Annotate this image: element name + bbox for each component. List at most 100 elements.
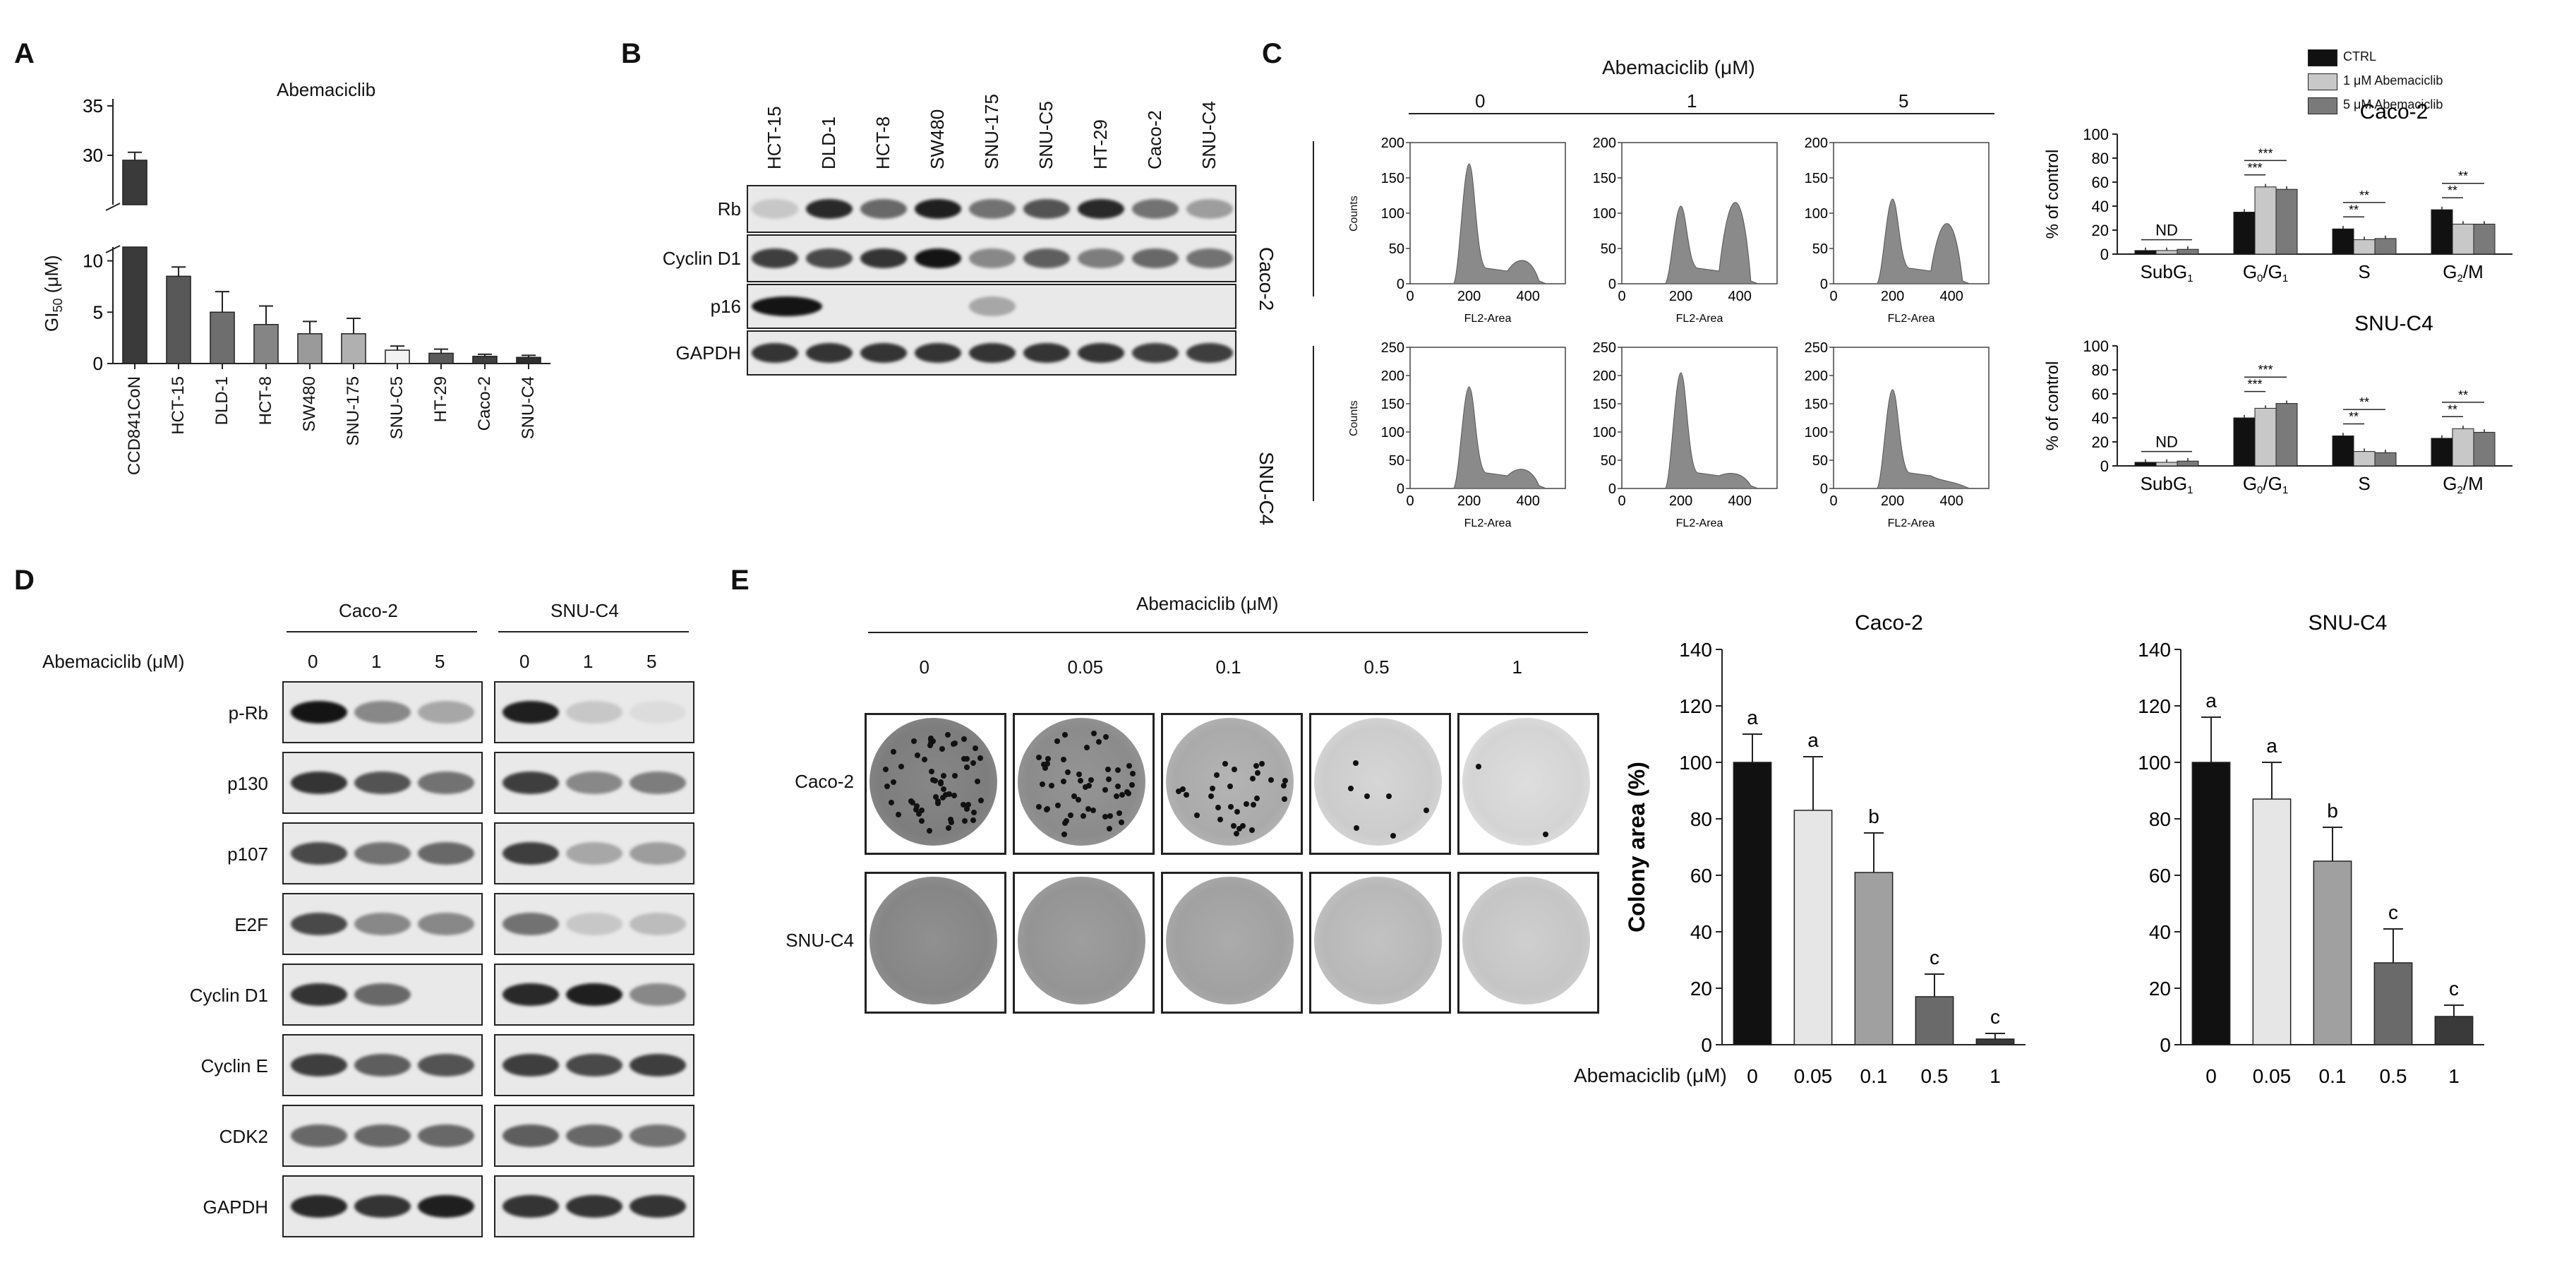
e-colony <box>1222 761 1228 767</box>
e-colony <box>1060 778 1066 784</box>
e-colony <box>946 824 952 831</box>
d-band <box>502 913 559 935</box>
d-band <box>502 772 559 794</box>
d-blot <box>494 1034 694 1096</box>
e-bar-x-label: 0.1 <box>2319 1065 2347 1087</box>
e-colony <box>951 741 957 748</box>
e-dish-frame <box>1309 713 1451 855</box>
panel-e-colony-dishes: 0 0.05 0.1 0.5 1 Caco-2 SNU-C4 <box>741 649 1616 1045</box>
d-band <box>291 983 347 1006</box>
c-hist-tick-label: 200 <box>1381 368 1404 384</box>
c-bar-tick-label: 40 <box>2092 198 2109 215</box>
c-legend-label: CTRL <box>2343 49 2377 64</box>
e-colony <box>1118 820 1124 826</box>
c-hist-tick-label: 50 <box>1389 453 1404 469</box>
e-bar-x-label: 0.05 <box>2253 1065 2292 1087</box>
c-hist-x-tick-label: 0 <box>1829 289 1837 304</box>
d-row-label: CDK2 <box>219 1126 268 1147</box>
e-colony <box>1227 784 1233 790</box>
a-x-tick-label: HT-29 <box>431 376 450 423</box>
d-dose-label: 5 <box>435 651 445 672</box>
d-band <box>418 1054 474 1076</box>
d-band <box>566 1124 622 1147</box>
e-sig-letter: c <box>2449 978 2459 1000</box>
e-dish <box>1314 877 1442 1004</box>
e-colony <box>928 736 934 742</box>
d-row-label: Cyclin D1 <box>189 985 268 1006</box>
c-bar-tick-label: 0 <box>2100 457 2109 475</box>
b-band <box>1078 248 1124 268</box>
d-band <box>566 842 622 865</box>
c-row-bracket <box>1313 141 1314 296</box>
c-bar-x-label: SubG1 <box>2141 473 2193 496</box>
e-dish-frame <box>865 713 1006 855</box>
c-hist-x-tick-label: 200 <box>1881 289 1904 304</box>
e-dose-label: 0.5 <box>1364 656 1390 678</box>
e-colony <box>890 779 896 786</box>
e-colony <box>1475 764 1481 770</box>
c-histogram: 250 200 150 100 50 00 200 400 FL2-Area <box>1805 340 1990 529</box>
c-bar-tick-label: 60 <box>2092 385 2109 403</box>
e-bar-tick-label: 120 <box>1679 695 1712 717</box>
d-band <box>502 1054 559 1076</box>
c-legend-swatch <box>2308 49 2337 66</box>
e-colony <box>1114 793 1120 799</box>
d-band <box>502 842 559 865</box>
e-dish-frame <box>1161 713 1303 855</box>
b-band <box>1186 343 1233 363</box>
e-colony <box>1215 805 1222 811</box>
c-counts-label: Counts <box>1348 400 1360 436</box>
e-colony <box>914 752 920 759</box>
d-band <box>291 1124 347 1147</box>
e-colony <box>1542 831 1548 837</box>
d-band <box>418 913 474 935</box>
e-colony <box>1106 776 1112 783</box>
e-colony <box>951 773 958 779</box>
e-colony <box>1102 813 1108 820</box>
a-bar <box>210 311 235 364</box>
e-colony <box>944 731 951 738</box>
e-colony <box>929 769 935 775</box>
a-bar <box>297 333 323 364</box>
e-colony <box>1217 816 1223 822</box>
e-colony <box>1124 789 1131 796</box>
a-x-tick-label: Caco-2 <box>475 376 494 431</box>
c-hist-x-tick-label: 400 <box>1517 493 1540 509</box>
e-bar <box>2313 860 2352 1045</box>
b-lane-label: HCT-15 <box>764 106 785 169</box>
c-bar <box>2431 438 2453 467</box>
c-hist-x-tick-label: 0 <box>1618 289 1625 304</box>
c-hist-x-tick-label: 200 <box>1457 493 1481 509</box>
c-bar-ylabel: % of control <box>2043 150 2062 239</box>
e-dish <box>1018 718 1145 846</box>
e-bar-tick-label: 80 <box>2149 808 2171 830</box>
c-sig-label: ** <box>2458 169 2468 184</box>
e-dish <box>1314 718 1442 846</box>
a-x-tick-label: SNU-175 <box>344 376 363 446</box>
c-bar-x-label: G2/M <box>2443 473 2483 496</box>
e-colony <box>1096 738 1102 745</box>
e-sig-letter: a <box>1807 729 1819 751</box>
c-hist-shape <box>1452 163 1546 284</box>
b-band <box>1132 199 1179 219</box>
c-bar-tick-label: 0 <box>2100 246 2109 263</box>
e-bar-ylabel: Colony area (%) <box>1624 762 1649 932</box>
panel-a-ylabel: GI50 (μM) <box>41 255 66 332</box>
c-hist-tick-label: 150 <box>1593 397 1616 412</box>
e-dish <box>869 718 997 846</box>
e-colony <box>961 736 967 742</box>
e-colony <box>910 799 916 805</box>
b-row-label: GAPDH <box>675 342 741 364</box>
d-band <box>630 701 686 724</box>
c-hist-frame <box>1621 347 1778 489</box>
c-bar-x-label: G0/G1 <box>2243 261 2288 284</box>
b-lane-label: HT-29 <box>1090 119 1111 169</box>
e-colony <box>1424 808 1430 814</box>
d-band <box>418 1124 474 1147</box>
e-bar <box>1975 1038 2015 1045</box>
c-sig-label: *** <box>2247 378 2262 392</box>
e-colony <box>1088 776 1095 783</box>
c-hist-x-tick-label: 200 <box>1457 289 1481 304</box>
e-colony <box>1129 770 1136 776</box>
b-band <box>806 343 853 363</box>
